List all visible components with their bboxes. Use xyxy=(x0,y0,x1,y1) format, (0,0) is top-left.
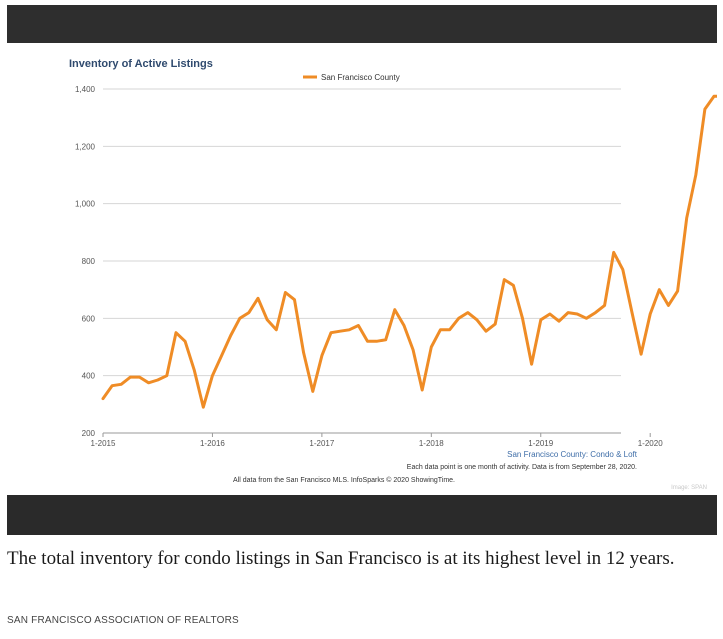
data-point xyxy=(430,345,433,349)
data-point xyxy=(539,318,542,321)
data-point xyxy=(138,375,141,379)
data-point xyxy=(156,378,159,382)
x-tick-label: 1-2020 xyxy=(638,439,663,448)
data-point xyxy=(220,354,223,357)
data-point xyxy=(329,331,333,334)
data-point xyxy=(147,381,150,384)
data-point xyxy=(247,311,251,314)
data-point xyxy=(256,297,260,300)
data-point xyxy=(448,328,451,331)
data-point xyxy=(101,397,105,400)
data-point xyxy=(110,384,114,387)
data-point xyxy=(293,298,296,301)
data-point xyxy=(630,311,634,314)
x-tick-label: 1-2018 xyxy=(419,439,444,448)
y-tick-label: 400 xyxy=(82,372,96,381)
x-tick-label: 1-2015 xyxy=(91,439,116,448)
data-point xyxy=(712,95,716,98)
figure-caption: The total inventory for condo listings i… xyxy=(7,548,675,569)
data-point xyxy=(639,353,643,356)
image-credit: Image: SPAN xyxy=(671,485,707,491)
data-point xyxy=(667,304,670,307)
data-point xyxy=(183,340,187,343)
data-point xyxy=(348,328,351,331)
legend-label: San Francisco County xyxy=(321,73,400,82)
data-point xyxy=(393,308,396,311)
data-point xyxy=(475,318,479,321)
data-point xyxy=(603,304,606,307)
data-point xyxy=(311,390,314,393)
data-point xyxy=(211,374,214,377)
data-point xyxy=(421,388,424,392)
data-point xyxy=(585,317,588,320)
x-tick-label: 1-2019 xyxy=(528,439,553,448)
data-point xyxy=(366,340,369,343)
data-point xyxy=(266,318,269,321)
data-point xyxy=(384,338,387,341)
data-point xyxy=(320,354,324,357)
x-tick-label: 1-2017 xyxy=(309,439,334,448)
data-point xyxy=(676,289,679,293)
data-point xyxy=(193,368,196,372)
y-tick-label: 800 xyxy=(82,257,96,266)
data-point xyxy=(530,363,533,366)
data-point xyxy=(375,340,378,343)
data-point xyxy=(594,311,597,314)
grid xyxy=(103,88,621,434)
series-layer xyxy=(101,94,717,409)
data-point xyxy=(129,375,132,379)
x-tick-label: 1-2016 xyxy=(200,439,225,448)
data-point xyxy=(694,173,697,177)
data-point xyxy=(411,348,415,352)
line-chart: Inventory of Active Listings San Francis… xyxy=(69,58,717,484)
data-point xyxy=(284,291,287,294)
data-point xyxy=(494,322,497,326)
data-point xyxy=(621,268,624,271)
series-line xyxy=(101,94,717,409)
frame-bottom-bar xyxy=(7,495,717,535)
data-note: Each data point is one month of activity… xyxy=(407,464,637,471)
data-point xyxy=(548,312,552,316)
data-point xyxy=(238,317,241,320)
data-point xyxy=(576,312,579,316)
chart-footnote: All data from the San Francisco MLS. Inf… xyxy=(233,476,455,484)
data-point xyxy=(466,311,469,314)
data-point xyxy=(557,320,561,323)
data-point xyxy=(174,331,178,334)
data-point xyxy=(521,317,524,320)
y-axis: 200 400 600 800 1,000 1,200 1,400 xyxy=(75,85,96,438)
y-tick-label: 1,000 xyxy=(75,200,96,209)
data-point xyxy=(439,328,442,331)
data-point xyxy=(457,317,460,320)
data-point xyxy=(120,383,123,386)
data-point xyxy=(357,324,360,327)
series-caption: San Francisco County: Condo & Loft xyxy=(507,450,638,459)
y-tick-label: 1,200 xyxy=(75,142,96,151)
data-point xyxy=(229,334,232,337)
data-point xyxy=(484,330,488,333)
data-point xyxy=(275,328,278,331)
data-point xyxy=(165,374,168,377)
data-point xyxy=(302,351,305,354)
chart-panel: Inventory of Active Listings San Francis… xyxy=(7,43,717,495)
data-point xyxy=(703,107,707,111)
figure-source: SAN FRANCISCO ASSOCIATION OF REALTORS xyxy=(7,615,239,626)
y-tick-label: 600 xyxy=(82,314,96,323)
data-point xyxy=(202,406,205,409)
y-tick-label: 1,400 xyxy=(75,85,96,94)
data-point xyxy=(503,278,506,281)
data-point xyxy=(658,288,661,291)
y-tick-label: 200 xyxy=(82,429,96,438)
chart-title: Inventory of Active Listings xyxy=(69,58,213,70)
data-point xyxy=(338,330,342,333)
data-point xyxy=(402,324,406,327)
x-axis: 1-2015 1-2016 1-2017 1-2018 1-2019 1-2020 xyxy=(91,433,663,448)
data-point xyxy=(566,311,570,314)
data-point xyxy=(512,284,515,287)
figure-frame: Inventory of Active Listings San Francis… xyxy=(7,5,717,535)
legend: San Francisco County xyxy=(303,73,400,82)
data-point xyxy=(685,216,688,220)
data-point xyxy=(612,251,615,254)
data-point xyxy=(649,312,652,316)
